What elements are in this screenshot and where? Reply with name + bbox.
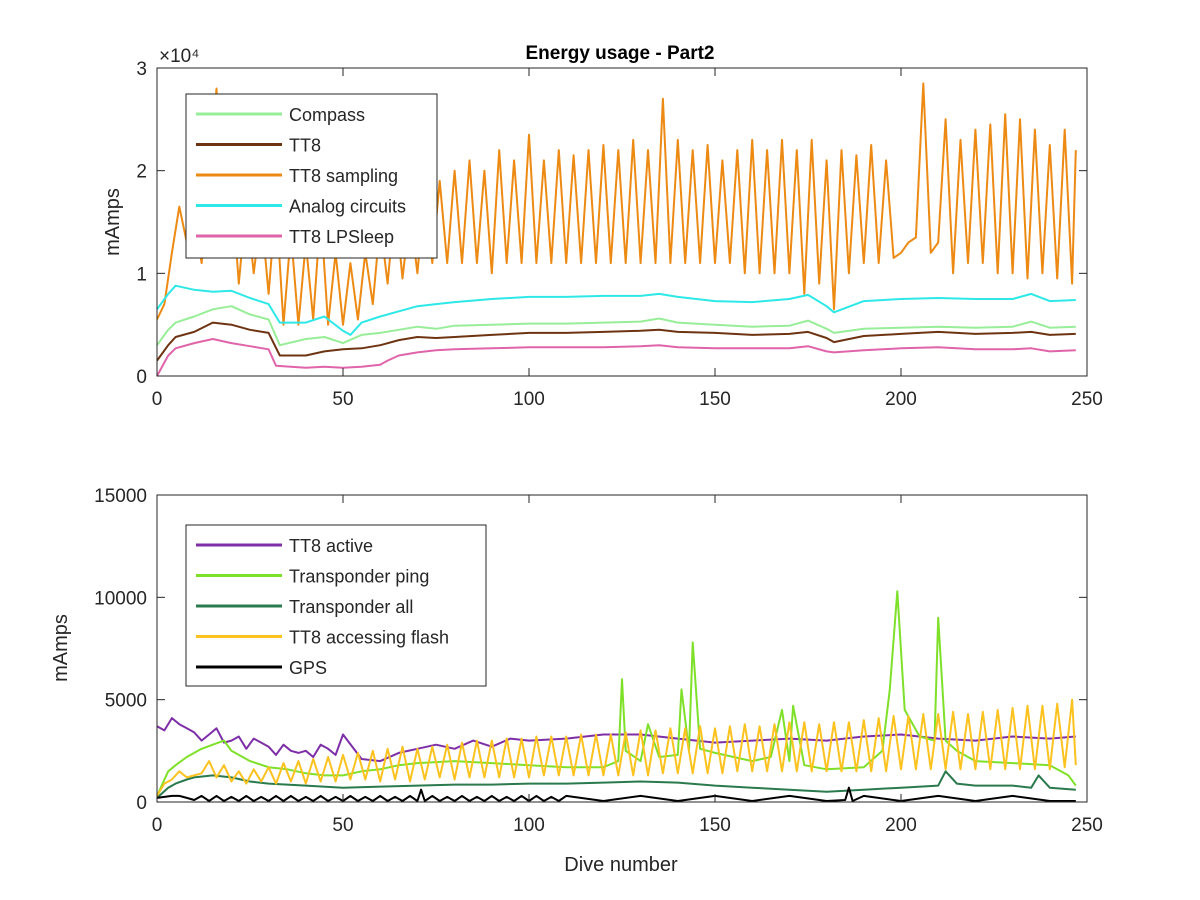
top-x-tick-label: 0 bbox=[152, 389, 163, 410]
bottom-x-tick-label: 50 bbox=[332, 815, 353, 836]
top-x-tick-label: 250 bbox=[1071, 389, 1103, 410]
bottom-series-tt8-accessing-flash-line bbox=[156, 698, 1077, 797]
bottom-legend-label: TT8 active bbox=[289, 536, 373, 556]
bottom-legend-label: TT8 accessing flash bbox=[289, 628, 449, 648]
figure-title: Energy usage - Part2 bbox=[525, 43, 714, 64]
top-x-tick-label: 150 bbox=[699, 389, 731, 410]
bottom-y-tick-label: 0 bbox=[136, 793, 147, 814]
bottom-series-transponder-all-line bbox=[156, 770, 1076, 799]
bottom-legend-label: Transponder ping bbox=[289, 567, 429, 587]
bottom-plot-frame bbox=[156, 494, 1088, 803]
bottom-x-tick-label: 150 bbox=[699, 815, 731, 836]
bottom-x-tick-label: 250 bbox=[1071, 815, 1103, 836]
bottom-plot: 0 50 100 150 200 250 0 5000 10000 15000 mAmps Div… bbox=[50, 486, 1103, 876]
top-y-tick-label: 0 bbox=[136, 367, 147, 388]
bottom-legend-label: GPS bbox=[289, 658, 327, 678]
bottom-y-tick-label: 10000 bbox=[94, 588, 147, 609]
bottom-y-tick-label: 15000 bbox=[94, 486, 147, 507]
bottom-x-axis-label: Dive number bbox=[564, 854, 678, 876]
bottom-x-tick-label: 0 bbox=[152, 815, 163, 836]
bottom-series-gps-line bbox=[156, 786, 1076, 802]
top-legend-label: TT8 bbox=[289, 136, 321, 156]
top-x-tick-label: 100 bbox=[513, 389, 545, 410]
top-legend-label: TT8 LPSleep bbox=[289, 227, 394, 247]
top-series-compass-line bbox=[156, 305, 1076, 347]
top-y-tick-label: 1 bbox=[136, 264, 147, 285]
top-y-tick-label: 3 bbox=[136, 59, 147, 80]
top-plot: 0 50 100 150 200 250 0 1 2 3 ×10⁴ mAmps Compass TT… bbox=[102, 46, 1103, 410]
bottom-legend-label: Transponder all bbox=[289, 597, 413, 617]
top-y-exponent: ×10⁴ bbox=[159, 46, 199, 67]
top-legend-label: TT8 sampling bbox=[289, 166, 398, 186]
bottom-y-tick-label: 5000 bbox=[105, 691, 147, 712]
bottom-x-tick-label: 100 bbox=[513, 815, 545, 836]
top-series-tt8-line bbox=[156, 321, 1076, 362]
top-series-analog-circuits-line bbox=[156, 284, 1076, 336]
top-y-axis-label: mAmps bbox=[102, 188, 124, 256]
bottom-y-axis-label: mAmps bbox=[50, 614, 72, 682]
top-x-tick-label: 50 bbox=[332, 389, 353, 410]
bottom-x-tick-label: 200 bbox=[885, 815, 917, 836]
top-series-tt8-lpsleep-line bbox=[156, 338, 1076, 377]
top-series-tt8-sampling-line bbox=[156, 82, 1077, 326]
top-legend-label: Compass bbox=[289, 105, 365, 125]
top-legend-label: Analog circuits bbox=[289, 197, 406, 217]
top-x-tick-label: 200 bbox=[885, 389, 917, 410]
top-y-tick-label: 2 bbox=[136, 162, 147, 183]
top-plot-frame bbox=[156, 67, 1088, 377]
